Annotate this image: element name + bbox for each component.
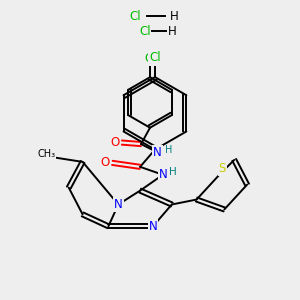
Text: N: N xyxy=(153,146,162,159)
Text: O: O xyxy=(111,136,120,149)
Text: H: H xyxy=(165,145,172,155)
Text: H: H xyxy=(169,10,178,23)
Text: Cl: Cl xyxy=(149,51,161,64)
Text: CH₃: CH₃ xyxy=(38,149,56,159)
Text: N: N xyxy=(148,220,157,233)
Text: Cl: Cl xyxy=(139,25,151,38)
Text: H: H xyxy=(169,167,177,177)
Text: Cl: Cl xyxy=(129,10,141,23)
Text: O: O xyxy=(100,156,110,170)
Text: H: H xyxy=(167,25,176,38)
Text: S: S xyxy=(219,162,226,175)
Text: Cl: Cl xyxy=(144,52,156,65)
Text: N: N xyxy=(158,168,167,181)
Text: N: N xyxy=(114,198,123,211)
